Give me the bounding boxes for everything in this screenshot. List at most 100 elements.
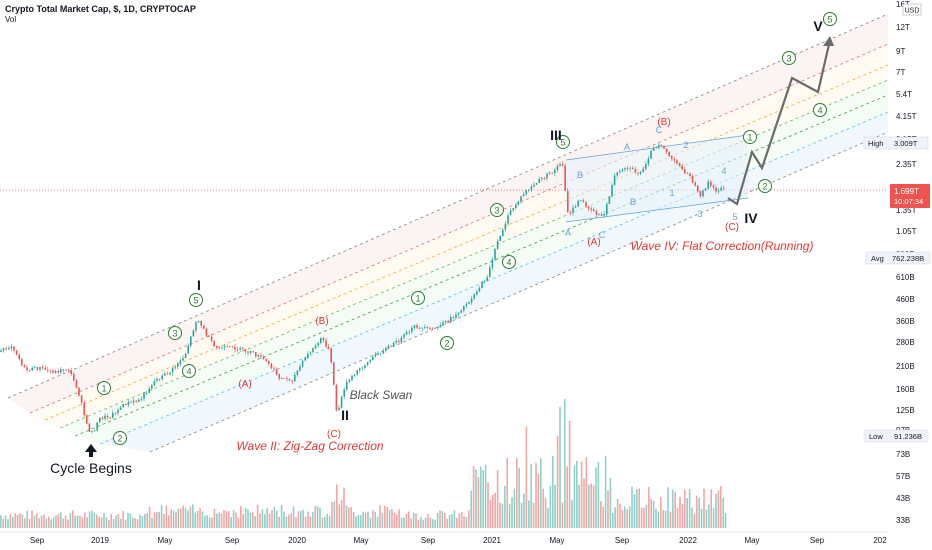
candle-body <box>333 362 335 385</box>
wave-circle-label: 3 <box>172 328 177 338</box>
candle-body <box>626 168 629 169</box>
candle-body <box>387 345 390 349</box>
candle-body <box>125 404 127 406</box>
cycle-begins-annotation: Cycle Begins <box>50 460 132 476</box>
volume-bar <box>530 463 532 528</box>
candle-body <box>629 167 631 169</box>
volume-bar <box>547 507 549 528</box>
volume-bar <box>148 506 151 528</box>
volume-bar <box>247 509 249 528</box>
wave-circle <box>556 135 570 149</box>
candle-body <box>548 172 551 174</box>
volume-bar <box>616 498 619 528</box>
candle-body <box>145 392 148 394</box>
volume-bar <box>508 504 511 528</box>
volume-bar <box>223 510 225 528</box>
candle-body <box>223 346 226 348</box>
volume-bar <box>338 504 340 528</box>
candle-body <box>426 326 429 328</box>
candle-body <box>434 327 436 329</box>
candle-body <box>231 346 234 348</box>
candle-body <box>470 298 473 303</box>
candle-body <box>616 172 618 176</box>
volume-bar <box>300 510 302 528</box>
y-tick-label: 360B <box>896 317 915 326</box>
candle-body <box>663 145 665 149</box>
volume-bar <box>621 510 624 528</box>
x-tick-label: Sep <box>225 536 240 545</box>
candle-body <box>364 365 366 368</box>
volume-bar <box>350 507 352 528</box>
channel-line <box>149 131 889 453</box>
candle-body <box>296 370 299 375</box>
candle-body <box>522 194 525 197</box>
candle-body <box>637 172 639 174</box>
candle-body <box>509 210 512 216</box>
avg-badge-label: Avg <box>871 254 884 263</box>
candle-body <box>496 240 499 249</box>
candle-body <box>13 346 15 351</box>
flat-label: 4 <box>721 166 726 176</box>
candle-body <box>312 348 314 353</box>
wave-circle <box>189 293 203 307</box>
volume-bar <box>528 500 530 528</box>
wave-V-label: V <box>813 18 823 34</box>
candle-body <box>481 281 483 288</box>
correction-label: (B) <box>315 316 328 327</box>
candle-body <box>665 148 668 153</box>
volume-bar <box>408 511 410 528</box>
volume-bar <box>585 457 588 528</box>
volume-bar <box>518 468 520 528</box>
volume-bar <box>590 483 592 528</box>
candle-body <box>197 321 200 323</box>
volume-bar <box>446 518 448 528</box>
volume-bar <box>376 516 379 528</box>
candle-body <box>593 209 595 212</box>
channel-line <box>99 111 889 445</box>
volume-bar <box>576 460 578 528</box>
candle-body <box>499 235 501 241</box>
candle-body <box>151 385 153 389</box>
volume-bar <box>163 514 165 528</box>
low-badge-value: 91.236B <box>894 432 922 441</box>
volume-bar <box>28 518 31 528</box>
candle-body <box>200 321 202 326</box>
candle-body <box>330 348 332 363</box>
wave-circle-label: 5 <box>193 295 198 305</box>
volume-bar <box>364 512 367 528</box>
candle-body <box>346 381 348 390</box>
volume-bar <box>72 510 74 528</box>
candle-body <box>507 215 509 224</box>
candle-body <box>229 346 231 348</box>
y-tick-label: 160B <box>896 385 915 394</box>
volume-bar <box>14 513 16 528</box>
candle-body <box>554 169 556 174</box>
candle-body <box>260 355 262 357</box>
volume-bar <box>160 505 163 528</box>
candle-body <box>286 378 288 380</box>
volume-bar <box>643 507 645 528</box>
candle-body <box>476 291 478 295</box>
volume-bar <box>684 489 686 528</box>
candle-body <box>8 348 10 350</box>
volume-bar <box>506 458 508 528</box>
y-tick-label: 125B <box>896 406 915 415</box>
black-swan-annotation: Black Swan <box>350 388 413 402</box>
candle-body <box>239 347 241 350</box>
volume-bar <box>115 515 117 528</box>
candle-body <box>70 370 72 374</box>
volume-bar <box>60 512 62 528</box>
candle-body <box>335 384 338 411</box>
volume-bar <box>636 489 638 528</box>
candle-body <box>416 325 418 328</box>
volume-bar <box>276 510 278 528</box>
volume-bar <box>45 518 48 528</box>
candle-body <box>439 325 442 328</box>
candle-body <box>421 327 423 329</box>
candle-body <box>678 163 681 166</box>
candle-body <box>57 370 59 373</box>
volume-bar <box>237 517 240 528</box>
volume-bar <box>379 505 381 528</box>
candle-body <box>494 248 496 260</box>
